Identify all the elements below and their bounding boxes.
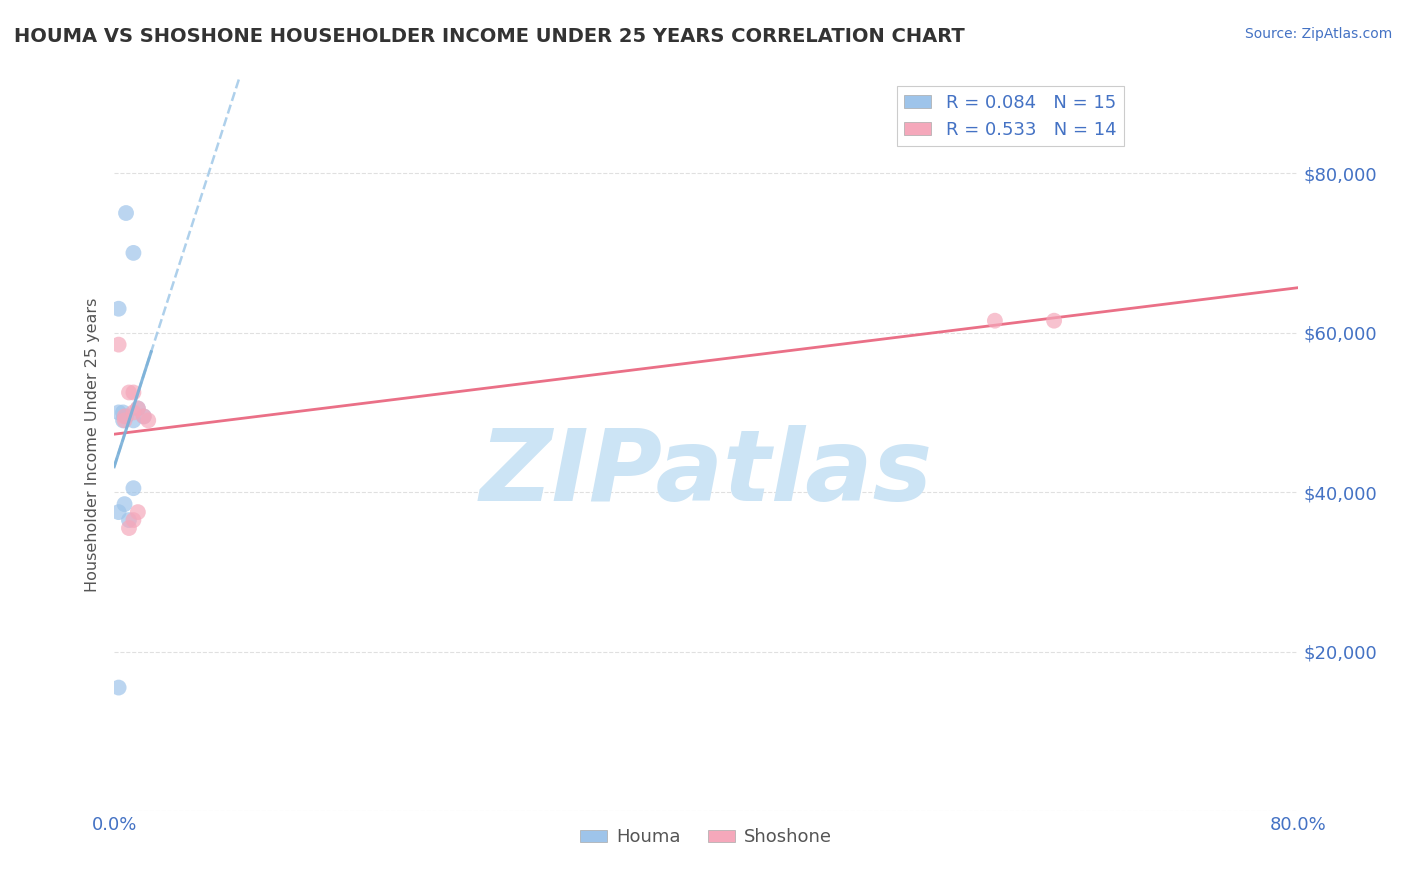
Point bbox=[118, 513, 141, 527]
Legend: Houma, Shoshone: Houma, Shoshone bbox=[574, 821, 839, 854]
Point bbox=[107, 505, 129, 519]
Point bbox=[115, 206, 138, 220]
Point bbox=[136, 413, 159, 427]
Point bbox=[118, 385, 141, 400]
Point bbox=[115, 409, 138, 424]
Point bbox=[112, 413, 135, 427]
Point bbox=[114, 409, 136, 424]
Point bbox=[107, 337, 129, 351]
Point bbox=[132, 409, 155, 424]
Text: HOUMA VS SHOSHONE HOUSEHOLDER INCOME UNDER 25 YEARS CORRELATION CHART: HOUMA VS SHOSHONE HOUSEHOLDER INCOME UND… bbox=[14, 27, 965, 45]
Point bbox=[127, 401, 149, 416]
Text: Source: ZipAtlas.com: Source: ZipAtlas.com bbox=[1244, 27, 1392, 41]
Point bbox=[132, 409, 155, 424]
Point bbox=[112, 405, 135, 419]
Point bbox=[122, 413, 145, 427]
Point bbox=[127, 401, 149, 416]
Point bbox=[114, 497, 136, 511]
Point bbox=[122, 513, 145, 527]
Point bbox=[107, 681, 129, 695]
Point bbox=[984, 314, 1007, 328]
Point bbox=[114, 413, 136, 427]
Text: ZIPatlas: ZIPatlas bbox=[479, 425, 932, 522]
Point bbox=[107, 301, 129, 316]
Point bbox=[107, 405, 129, 419]
Point bbox=[118, 521, 141, 535]
Point bbox=[1043, 314, 1066, 328]
Point bbox=[122, 405, 145, 419]
Point bbox=[127, 505, 149, 519]
Point bbox=[122, 246, 145, 260]
Point bbox=[122, 481, 145, 495]
Point bbox=[122, 385, 145, 400]
Y-axis label: Householder Income Under 25 years: Householder Income Under 25 years bbox=[86, 297, 100, 591]
